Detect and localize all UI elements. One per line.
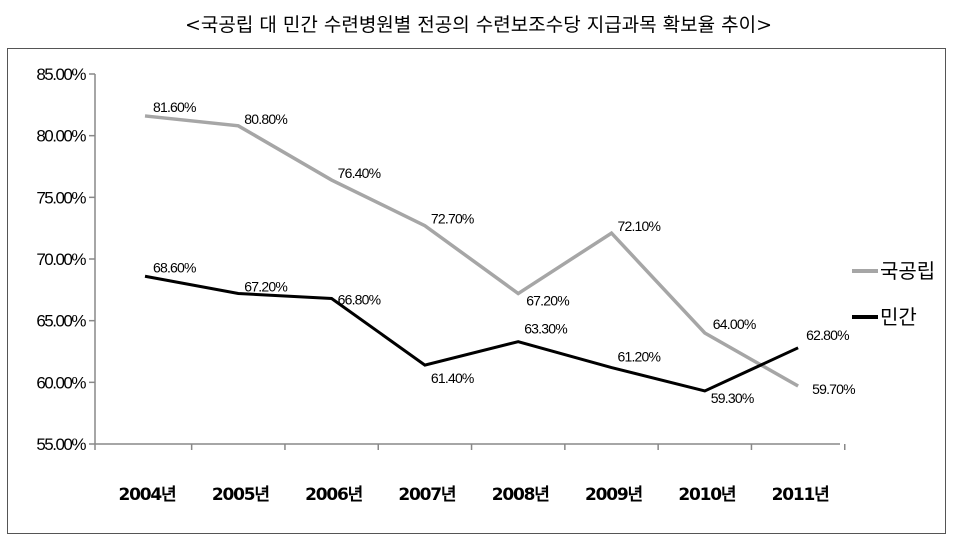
- series-line-public: [144, 114, 799, 388]
- series-line-private: [144, 274, 799, 393]
- data-label: 76.40%: [338, 165, 381, 181]
- x-tick-label: 2010년: [678, 485, 736, 505]
- data-labels: 81.60% 80.80% 76.40% 72.70% 67.20% 72.10% 64.0…: [153, 99, 856, 406]
- x-tick-label: 2005년: [212, 485, 270, 505]
- y-tick-label: 60.00%: [36, 373, 86, 392]
- data-label: 72.10%: [618, 218, 661, 234]
- chart-title: <국공립 대 민간 수련병원별 전공의 수련보조수당 지급과목 확보율 추이>: [184, 14, 773, 36]
- data-label: 81.60%: [153, 99, 196, 115]
- y-tick-label: 80.00%: [36, 127, 86, 146]
- data-label: 61.20%: [618, 349, 661, 365]
- data-label: 59.30%: [711, 390, 754, 406]
- y-tick-label: 85.00%: [36, 65, 86, 84]
- data-label: 66.80%: [338, 291, 381, 307]
- y-tick-label: 65.00%: [36, 312, 86, 331]
- series-lines: [144, 114, 799, 393]
- data-label: 62.80%: [806, 327, 849, 343]
- data-label: 59.70%: [812, 381, 855, 397]
- y-tick-label: 55.00%: [36, 435, 86, 454]
- data-label: 67.20%: [526, 293, 569, 309]
- x-tick-label: 2011년: [772, 485, 830, 505]
- legend-label: 국공립: [880, 259, 935, 283]
- y-tick-label: 75.00%: [36, 188, 86, 207]
- data-label: 63.30%: [524, 321, 567, 337]
- data-label: 67.20%: [244, 279, 287, 295]
- legend-label: 민간: [880, 305, 917, 329]
- data-label: 80.80%: [244, 111, 287, 127]
- y-tick-label: 70.00%: [36, 250, 86, 269]
- x-tick-label: 2006년: [305, 485, 363, 505]
- chart-frame: [7, 48, 946, 534]
- x-tick-label: 2007년: [398, 485, 456, 505]
- x-tick-label: 2008년: [492, 485, 550, 505]
- axes: 55.00% 60.00% 65.00% 70.00% 75.00% 80.00% 85.0…: [36, 65, 846, 505]
- data-label: 61.40%: [431, 370, 474, 386]
- data-label: 64.00%: [713, 316, 756, 332]
- data-label: 68.60%: [153, 259, 196, 275]
- data-label: 72.70%: [431, 211, 474, 227]
- x-tick-label: 2009년: [585, 485, 643, 505]
- x-tick-label: 2004년: [119, 485, 177, 505]
